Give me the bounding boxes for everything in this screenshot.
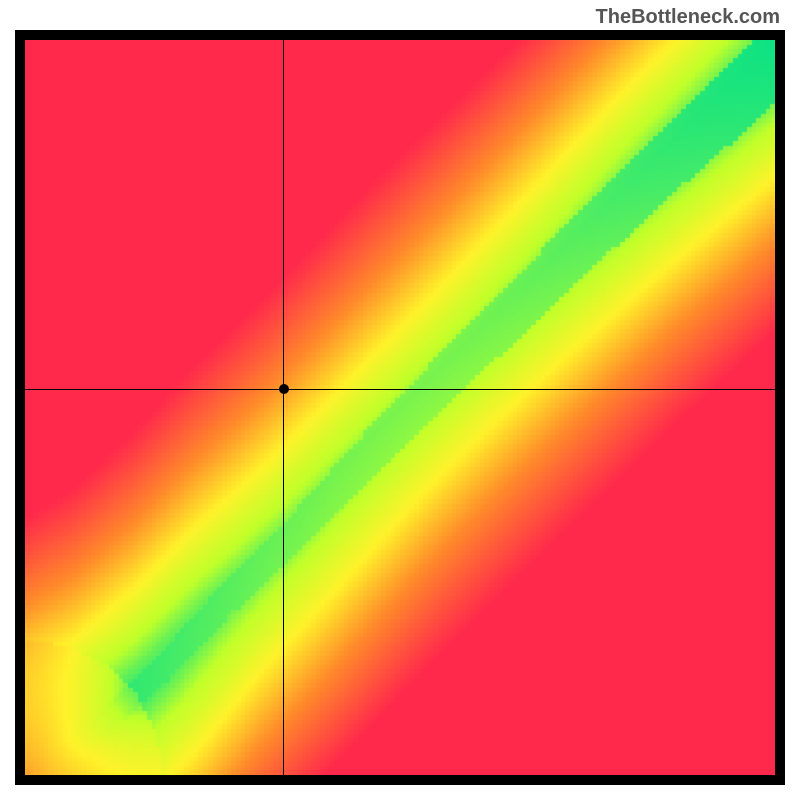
heatmap-canvas: [25, 40, 775, 775]
crosshair-vertical: [283, 40, 284, 775]
chart-container: TheBottleneck.com: [0, 0, 800, 800]
crosshair-marker: [279, 384, 289, 394]
crosshair-horizontal: [25, 389, 775, 390]
heatmap-plot: [25, 40, 775, 775]
watermark-text: TheBottleneck.com: [596, 6, 780, 29]
